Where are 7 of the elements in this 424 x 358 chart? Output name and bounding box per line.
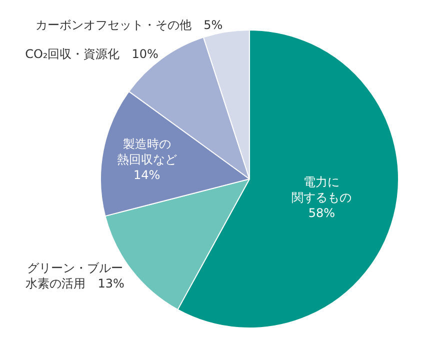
- slice-label: グリーン・ブルー水素の活用 13%: [26, 261, 124, 291]
- slice-label: カーボンオフセット・その他 5%: [36, 18, 223, 32]
- slice-label: CO₂回収・資源化 10%: [25, 46, 158, 61]
- slice-label: 製造時の熱回収など: [116, 136, 177, 166]
- data-label: 58%: [308, 206, 335, 220]
- data-label: 14%: [134, 168, 160, 182]
- slice-label: 電力に関するもの: [292, 174, 352, 205]
